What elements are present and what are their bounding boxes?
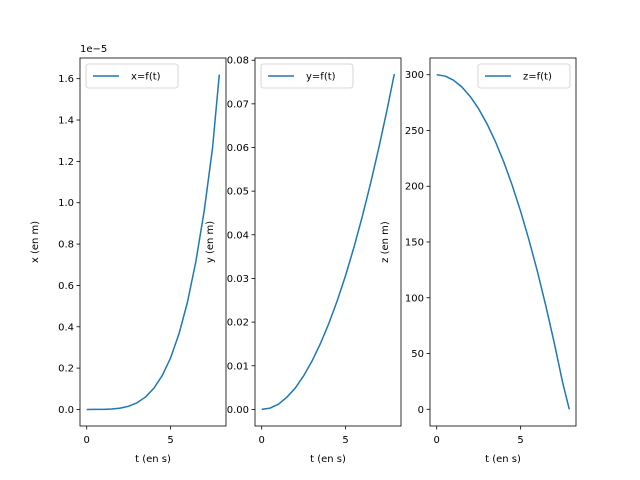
series-line-3-1: [436, 73, 571, 410]
x-tick-label: 5: [517, 435, 523, 446]
y-tick-label: 0.4: [58, 322, 74, 333]
y-axis-label: z (en m): [380, 221, 391, 263]
y-tick-label: 0.2: [58, 364, 74, 375]
y-axis-label: x (en m): [30, 221, 41, 263]
y-tick-label: 0.07: [227, 99, 249, 110]
series-line-1-1: [86, 74, 221, 411]
legend-label: y=f(t): [306, 72, 336, 83]
y-tick-label: 0.0: [58, 405, 74, 416]
y-tick-label: 1.6: [58, 74, 74, 85]
legend-box: [85, 63, 179, 89]
legend: z=f(t): [477, 63, 571, 89]
x-axis-label: t (en s): [135, 454, 171, 465]
legend-label: x=f(t): [131, 72, 161, 83]
y-offset-label: 1e−5: [80, 44, 107, 55]
axes-frame: [254, 57, 402, 427]
y-tick-label: 0.6: [58, 281, 74, 292]
y-tick-label: 0.01: [227, 361, 249, 372]
y-tick-label: 0.00: [227, 405, 249, 416]
y-tick-label: 0.05: [227, 187, 249, 198]
y-tick-label: 150: [405, 238, 424, 249]
x-tick-label: 5: [167, 435, 173, 446]
legend-box: [260, 63, 354, 89]
axes-frame: [429, 57, 577, 427]
axes-frame: [79, 57, 227, 427]
x-axis-label: t (en s): [310, 454, 346, 465]
y-tick-label: 0: [418, 405, 424, 416]
y-tick-label: 200: [405, 182, 424, 193]
y-tick-label: 300: [405, 70, 424, 81]
legend-label: z=f(t): [523, 72, 552, 83]
series-line-2-1: [261, 74, 396, 411]
x-tick-label: 0: [434, 435, 440, 446]
x-tick-label: 0: [84, 435, 90, 446]
legend-box: [477, 63, 571, 89]
y-tick-label: 0.04: [227, 230, 249, 241]
y-tick-label: 1.0: [58, 198, 74, 209]
x-tick-label: 5: [342, 435, 348, 446]
y-tick-label: 0.8: [58, 240, 74, 251]
y-tick-label: 250: [405, 126, 424, 137]
y-tick-label: 50: [411, 349, 424, 360]
subplot-1: 0 5 0.0 0.2 0.4 0.6 0.8 1.0 1.2 1.4 1.6 1e−5 t (en s…: [30, 44, 227, 465]
legend: y=f(t): [260, 63, 354, 89]
y-tick-label: 0.06: [227, 143, 249, 154]
legend: x=f(t): [85, 63, 179, 89]
y-tick-label: 0.02: [227, 318, 249, 329]
x-tick-label: 0: [259, 435, 265, 446]
y-tick-label: 100: [405, 293, 424, 304]
y-tick-label: 0.08: [227, 56, 249, 67]
y-tick-label: 1.4: [58, 116, 74, 127]
subplot-2: 0 5 0.00 0.01 0.02 0.03 0.04 0.05 0.06 0.07 0.08 t …: [205, 56, 402, 465]
y-tick-label: 1.2: [58, 157, 74, 168]
y-tick-label: 0.03: [227, 274, 249, 285]
x-axis-label: t (en s): [485, 454, 521, 465]
y-axis-label: y (en m): [205, 221, 216, 263]
